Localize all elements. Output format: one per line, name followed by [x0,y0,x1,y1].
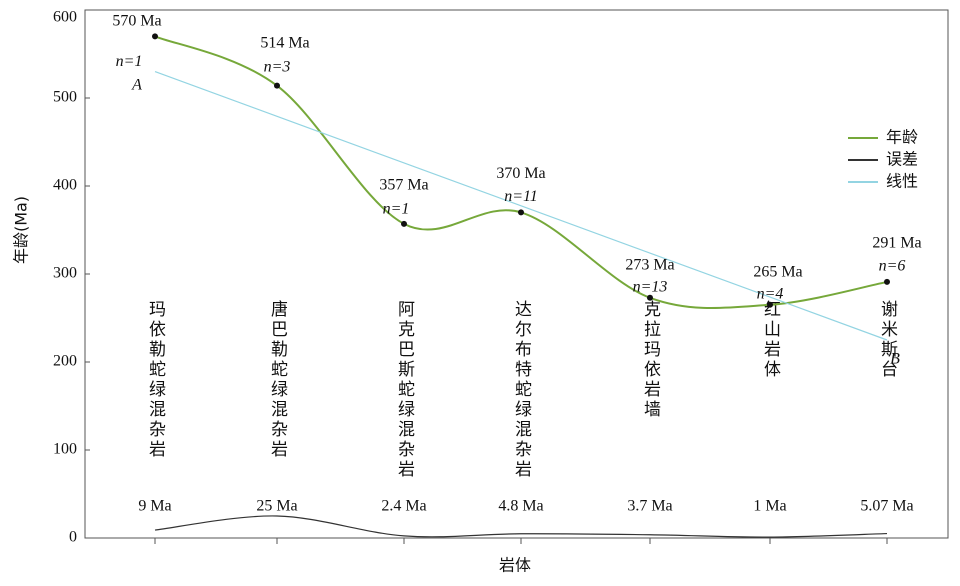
category-label: 谢米斯台 [877,300,898,380]
x-axis-label: 岩体 [499,556,531,575]
error-label: 5.07 Ma [860,498,913,515]
data-point [274,82,280,89]
y-axis-label: 年龄(Ma) [12,196,31,264]
series-line [154,515,888,538]
n-label: n=1 [116,53,143,70]
error-label: 9 Ma [138,498,171,515]
category-label: 达尔布特蛇绿混杂岩 [511,300,532,480]
series-line [154,71,888,341]
n-label: n=13 [633,278,668,295]
data-point [647,294,653,301]
y-tick-label: 0 [69,529,77,546]
legend-label: 误差 [886,150,918,169]
y-tick-label: 400 [53,177,77,194]
y-tick-label: 500 [53,89,77,106]
error-label: 25 Ma [256,498,297,515]
error-label: 3.7 Ma [627,498,672,515]
data-label: 570 Ma [112,13,161,30]
annotation: A [131,76,142,93]
data-label: 514 Ma [260,34,309,51]
annotation: B [890,351,900,368]
data-label: 357 Ma [379,177,428,194]
category-label: 克拉玛依岩墙 [640,300,661,420]
error-label: 1 Ma [753,498,786,515]
n-label: n=4 [757,285,784,302]
n-label: n=11 [504,188,538,205]
data-label: 291 Ma [872,235,921,252]
category-label: 红山岩体 [760,300,781,380]
data-point [401,220,407,227]
legend-label: 年龄 [886,128,918,147]
y-tick-label: 300 [53,265,77,282]
data-point [884,278,890,285]
y-tick-label: 100 [53,441,77,458]
y-tick-label: 200 [53,353,77,370]
data-label: 265 Ma [753,263,802,280]
category-label: 唐巴勒蛇绿混杂岩 [267,299,288,460]
legend-label: 线性 [886,172,918,191]
data-point [767,301,773,308]
n-label: n=6 [879,258,906,275]
data-point [152,33,158,40]
category-label: 阿克巴斯蛇绿混杂岩 [394,300,415,480]
y-tick-label: 600 [53,9,77,26]
category-label: 玛依勒蛇绿混杂岩 [145,300,166,460]
n-label: n=3 [264,58,291,75]
data-label: 370 Ma [496,165,545,182]
data-point [518,209,524,216]
error-label: 4.8 Ma [498,498,543,515]
error-label: 2.4 Ma [381,498,426,515]
n-label: n=1 [383,201,410,218]
data-label: 273 Ma [625,256,674,273]
